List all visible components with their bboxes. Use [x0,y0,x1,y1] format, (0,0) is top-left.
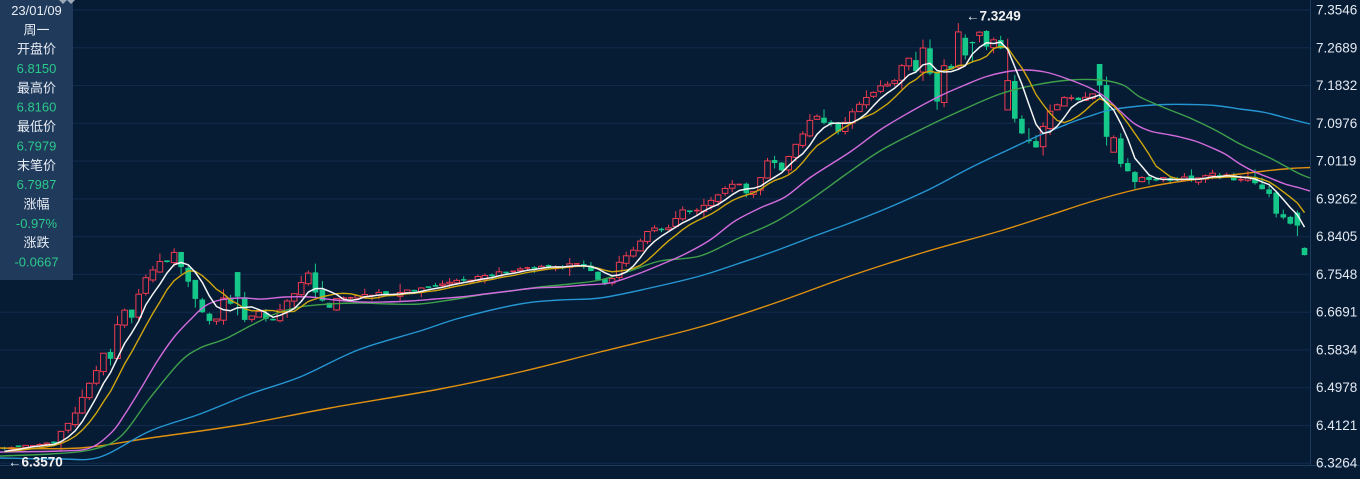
svg-text:-0.97%: -0.97% [16,216,58,231]
svg-text:末笔价: 末笔价 [17,158,56,173]
svg-text:6.9262: 6.9262 [1316,191,1357,206]
svg-text:23/01/09: 23/01/09 [11,3,62,18]
svg-text:6.7987: 6.7987 [17,177,57,192]
svg-text:开盘价: 开盘价 [17,42,56,57]
svg-text:6.7979: 6.7979 [17,139,57,154]
svg-text:-0.0667: -0.0667 [14,255,58,270]
svg-text:周一: 周一 [23,22,49,37]
svg-text:7.1832: 7.1832 [1316,78,1357,93]
svg-text:6.8150: 6.8150 [17,61,57,76]
svg-text:6.4978: 6.4978 [1316,380,1357,395]
svg-text:最高价: 最高价 [17,80,56,95]
svg-text:6.8405: 6.8405 [1316,229,1357,244]
svg-text:7.0976: 7.0976 [1316,116,1357,131]
svg-text:←6.3570: ←6.3570 [8,455,63,470]
svg-text:6.8160: 6.8160 [17,100,57,115]
svg-text:6.6691: 6.6691 [1316,305,1357,320]
svg-text:涨幅: 涨幅 [23,197,49,212]
svg-text:6.5834: 6.5834 [1316,342,1358,357]
svg-text:7.3546: 7.3546 [1316,3,1357,18]
svg-text:7.2689: 7.2689 [1316,40,1357,55]
svg-text:最低价: 最低价 [17,119,56,134]
svg-text:涨跌: 涨跌 [23,235,49,250]
svg-text:7.0119: 7.0119 [1316,154,1356,169]
svg-text:6.7548: 6.7548 [1316,267,1357,282]
svg-text:6.4121: 6.4121 [1316,418,1357,433]
svg-text:6.3264: 6.3264 [1316,456,1358,471]
svg-text:←7.3249: ←7.3249 [966,9,1021,24]
